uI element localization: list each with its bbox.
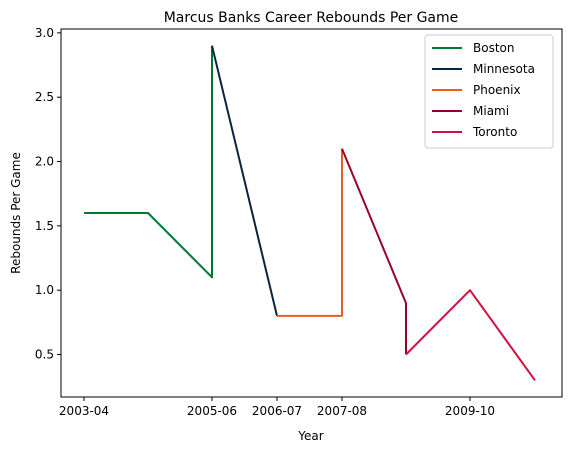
- legend-label-miami: Miami: [473, 104, 509, 118]
- x-tick-label: 2003-04: [59, 404, 109, 418]
- y-tick-label: 2.5: [35, 90, 54, 104]
- legend-label-minnesota: Minnesota: [473, 62, 535, 76]
- legend-label-boston: Boston: [473, 41, 514, 55]
- x-axis-title: Year: [297, 429, 323, 443]
- legend-box: [424, 34, 554, 149]
- x-tick-label: 2009-10: [445, 404, 495, 418]
- legend-label-toronto: Toronto: [472, 125, 517, 139]
- plot-frame: [60, 28, 563, 398]
- series-line-minnesota: [211, 45, 278, 317]
- legend-label-phoenix: Phoenix: [473, 83, 521, 97]
- chart-title: Marcus Banks Career Rebounds Per Game: [164, 10, 459, 26]
- series-line-miami: [341, 148, 407, 355]
- y-tick-label: 3.0: [35, 26, 54, 40]
- y-tick-label: 1.5: [35, 219, 54, 233]
- y-axis: 0.5 1.0 1.5 2.0 2.5 3.0: [35, 26, 61, 362]
- x-axis: 2003-04 2005-06 2006-07 2007-08 2009-10: [59, 397, 495, 418]
- y-axis-title: Rebounds Per Game: [9, 152, 23, 274]
- series-line-phoenix: [277, 148, 343, 317]
- x-tick-label: 2006-07: [252, 404, 302, 418]
- series-line-toronto: [405, 289, 536, 381]
- x-tick-label: 2005-06: [187, 404, 237, 418]
- series-line-boston: [84, 45, 213, 279]
- y-tick-label: 0.5: [35, 348, 54, 362]
- series-layer: [84, 45, 536, 381]
- x-tick-label: 2007-08: [317, 404, 367, 418]
- y-tick-label: 2.0: [35, 155, 54, 169]
- y-tick-label: 1.0: [35, 283, 54, 297]
- legend: Boston Minnesota Phoenix Miami Toronto: [424, 34, 554, 149]
